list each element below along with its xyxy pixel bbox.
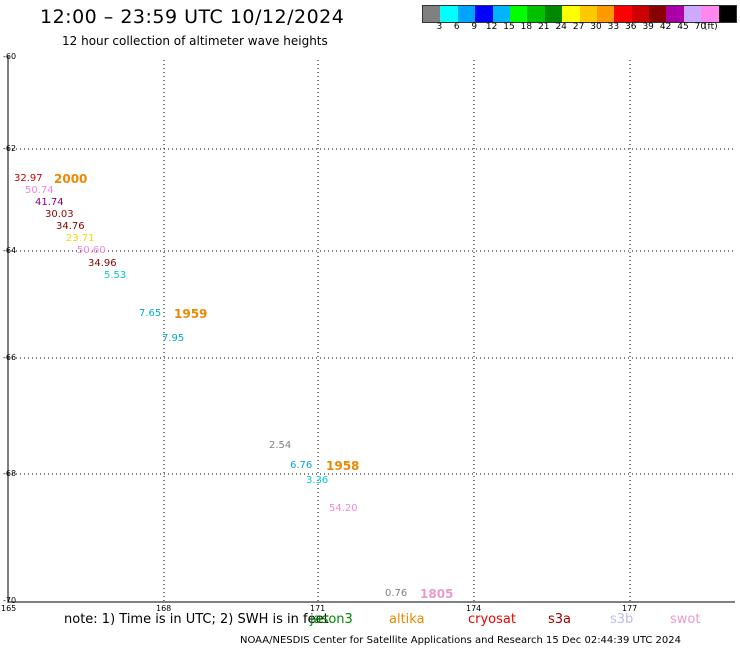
lat-label: -66 [3,353,17,362]
lon-label: 177 [622,604,638,613]
scale-swatch [579,6,597,22]
scale-swatch [666,6,684,22]
wave-height-value: 3.36 [306,475,329,486]
scale-swatch [544,6,563,22]
wave-height-value: 7.95 [162,333,185,344]
scale-label: 33 [607,22,620,32]
wave-height-value: 50.60 [77,245,106,256]
lat-label: -70 [3,596,17,605]
scale-label: 27 [572,22,585,32]
scale-swatch [683,6,702,22]
lat-label: -60 [3,52,17,61]
units-note: note: 1) Time is in UTC; 2) SWH is in fe… [64,612,329,627]
satellite-legend-s3a: s3a [548,612,572,627]
scale-swatch [527,6,545,22]
latitude-grid [8,148,735,475]
scale-swatch [492,6,510,22]
wave-height-value: 0.76 [385,588,408,599]
pass-time-label: 2000 [54,172,88,186]
scale-swatch [440,6,458,22]
lon-label: 168 [156,604,172,613]
scale-label: 36 [625,22,637,32]
satellite-legend-jason3: jason3 [310,612,353,627]
lat-label: -62 [3,144,17,153]
scale-swatch [718,6,737,22]
scale-swatch [457,6,476,22]
color-scale-labels: 3 6 9 12 15 18 21 24 27 30 33 36 39 42 45 70 (ft) [422,22,732,34]
scale-label: 21 [538,22,550,32]
scale-label: (ft) [704,22,718,32]
wave-height-value: 50.74 [25,185,54,196]
scale-label: 15 [503,22,515,32]
wave-height-value: 5.53 [104,270,127,281]
scale-swatch [475,6,493,22]
satellite-legend-cryosat: cryosat [468,612,516,627]
pass-time-label: 1959 [174,307,208,321]
scale-label: 6 [453,22,460,32]
wave-height-color-scale [422,5,738,23]
scale-label: 9 [471,22,478,32]
wave-height-value: 54.20 [329,503,358,514]
scale-label: 12 [485,22,498,32]
scale-swatch [423,6,441,22]
lat-label: -64 [3,246,17,255]
scale-label: 45 [677,22,689,32]
wave-height-value: 7.65 [139,308,162,319]
satellite-legend-altika: altika [389,612,425,627]
wave-height-value: 6.76 [290,460,313,471]
scale-swatch [509,6,528,22]
scale-swatch [614,6,632,22]
scale-swatch [562,6,580,22]
wave-height-value: 41.74 [35,197,64,208]
scale-swatch [596,6,615,22]
scale-label: 30 [590,22,602,32]
pass-time-label: 1805 [420,587,454,601]
satellite-legend-s3b: s3b [610,612,634,627]
scale-swatch [631,6,650,22]
scale-swatch [701,6,719,22]
longitude-grid [163,60,631,602]
wave-height-value: 34.76 [56,221,85,232]
map-subtitle: 12 hour collection of altimeter wave hei… [62,34,328,48]
footer-credit: NOAA/NESDIS Center for Satellite Applica… [240,635,682,646]
scale-label: 39 [642,22,654,32]
scale-label: 70 [694,22,707,32]
satellite-legend-swot: swot [670,612,701,627]
lat-label: -68 [3,469,17,478]
scale-label: 24 [555,22,567,32]
lon-label: 165 [1,604,17,613]
wave-height-value: 23.71 [66,233,95,244]
lon-label: 171 [310,604,326,613]
wave-height-value: 30.03 [45,209,74,220]
scale-label: 18 [520,22,533,32]
scale-swatch [649,6,667,22]
pass-time-label: 1958 [326,459,360,473]
wave-height-value: 32.97 [14,173,43,184]
lon-label: 174 [466,604,482,613]
wave-height-value: 34.96 [88,258,117,269]
wave-height-value: 2.54 [269,440,292,451]
scale-label: 42 [659,22,672,32]
map-title: 12:00 – 23:59 UTC 10/12/2024 [40,6,345,28]
scale-label: 3 [436,22,443,32]
